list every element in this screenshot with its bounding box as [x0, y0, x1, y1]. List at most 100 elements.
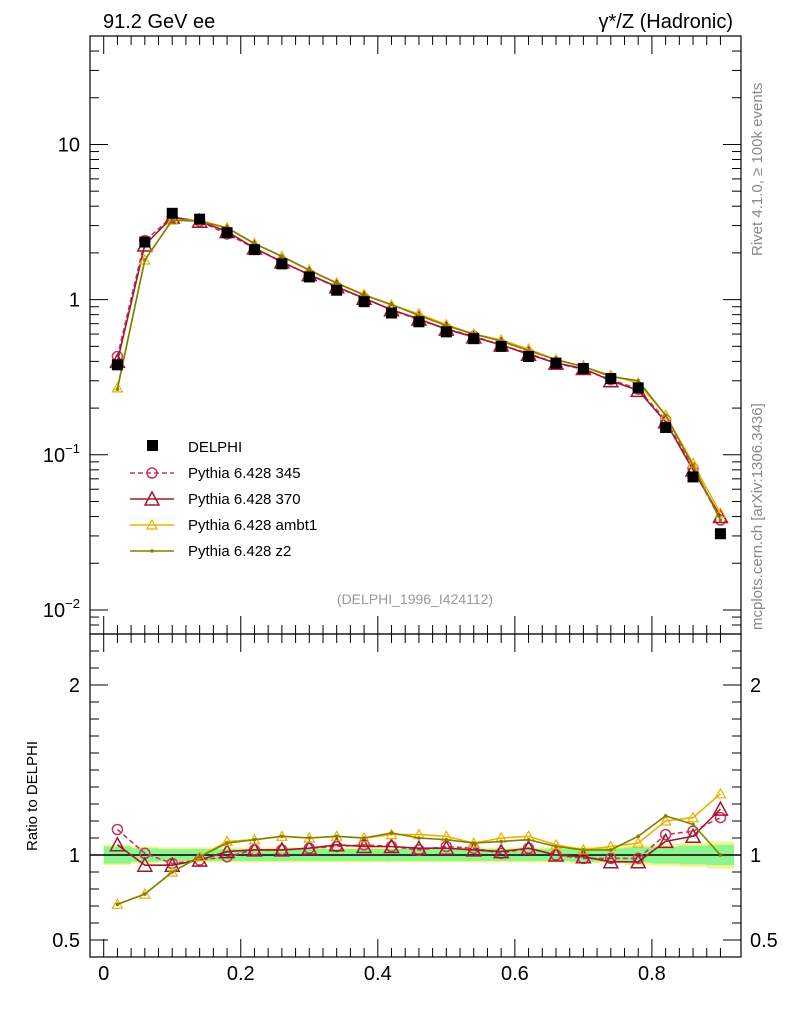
point-p370-1: [136, 856, 154, 872]
point-p370-18: [602, 853, 620, 869]
bot-ytick-label-left: 2: [69, 675, 80, 697]
point-p345-0: [111, 823, 124, 836]
point-delphi-5: [248, 244, 260, 256]
legend-marker-p370: [143, 490, 161, 506]
point-z2-15: [526, 837, 531, 842]
point-delphi-11: [413, 316, 425, 328]
point-p370-13: [465, 841, 483, 857]
point-ambt1-1: [138, 887, 151, 899]
top-ytick-label: 10: [58, 134, 80, 156]
point-z2-18: [609, 848, 613, 852]
point-delphi-7: [303, 271, 315, 283]
point-p370-3: [191, 851, 208, 867]
top-ytick-label: 10−1: [43, 441, 80, 467]
rivet-version-note: Rivet 4.1.0, ≥ 100k events: [749, 83, 766, 256]
point-z2-17: [581, 848, 586, 852]
point-delphi-10: [386, 307, 398, 319]
point-z2-0: [115, 387, 120, 391]
analysis-id: (DELPHI_1996_I424112): [337, 591, 493, 607]
axes: 10−2 10−1 1 10 0.5 0.5 1 1 2 2 0 0.2 0.4 0.6 0.8: [43, 35, 778, 985]
legend: DELPHI Pythia 6.428 345 Pythia 6.428 370…: [130, 439, 317, 560]
point-z2-3: [197, 854, 202, 859]
point-p370-14: [492, 843, 510, 859]
bot-ytick-label-left: 0.5: [52, 930, 80, 952]
point-z2-22: [718, 853, 723, 857]
point-p370-16: [547, 846, 565, 862]
top-ytick-label: 10−2: [43, 596, 80, 622]
mcplots-reference: mcplots.cern.ch [arXiv:1306.3436]: [749, 403, 766, 630]
point-p370-6: [273, 841, 291, 857]
point-delphi-1: [139, 236, 151, 248]
point-z2-4: [225, 841, 229, 845]
point-p370-7: [301, 839, 318, 855]
point-z2-7: [307, 836, 312, 840]
point-p370-17: [575, 848, 592, 864]
point-ambt1-21: [687, 811, 700, 823]
point-z2-7: [307, 268, 312, 272]
point-delphi-2: [166, 207, 178, 219]
point-ambt1-16: [549, 838, 562, 850]
channel-title: γ*/Z (Hadronic): [599, 11, 733, 33]
point-p370-8: [328, 836, 345, 852]
point-z2-10: [389, 302, 394, 307]
point-p370-10: [383, 837, 400, 854]
point-delphi-16: [550, 357, 562, 369]
point-ambt1-1: [138, 253, 151, 265]
legend-label-z2: Pythia 6.428 z2: [188, 543, 291, 560]
point-delphi-12: [440, 326, 452, 338]
point-delphi-17: [577, 362, 589, 374]
xtick-label: 0.2: [227, 963, 255, 985]
point-p370-0: [109, 836, 126, 852]
point-z2-8: [334, 834, 339, 839]
point-z2-1: [143, 892, 147, 896]
ratio-plot-frame: [89, 633, 742, 958]
bot-ytick-label-right: 0.5: [750, 930, 778, 952]
xtick-label: 0.6: [501, 963, 529, 985]
ratio-plot-series: [109, 787, 729, 909]
point-delphi-9: [358, 296, 370, 308]
point-z2-0: [115, 902, 120, 907]
point-delphi-20: [660, 421, 672, 433]
point-p370-21: [684, 827, 702, 844]
point-ambt1-22: [714, 787, 727, 799]
point-z2-9: [362, 836, 366, 840]
point-z2-6: [280, 834, 284, 839]
point-p370-15: [520, 839, 537, 855]
point-z2-13: [471, 841, 476, 845]
point-z2-2: [170, 870, 175, 874]
series-line-p345: [116, 816, 721, 865]
point-delphi-8: [331, 284, 343, 296]
point-ambt1-4: [221, 835, 234, 847]
main-plot-series: [109, 207, 729, 540]
point-delphi-6: [276, 258, 288, 270]
point-p370-4: [218, 843, 236, 859]
legend-marker-delphi: [147, 440, 158, 451]
legend-marker-ambt1: [145, 518, 159, 530]
bot-ytick-label-right: 1: [750, 845, 761, 867]
point-ambt1-20: [659, 408, 672, 420]
ratio-y-axis-label: Ratio to DELPHI: [24, 741, 41, 851]
point-delphi-15: [523, 351, 535, 363]
point-delphi-3: [194, 213, 206, 225]
point-p370-12: [438, 839, 455, 855]
point-delphi-4: [221, 227, 233, 239]
point-p370-5: [246, 841, 263, 857]
legend-marker-p345: [146, 467, 158, 479]
legend-label-ambt1: Pythia 6.428 ambt1: [188, 517, 317, 534]
xtick-label: 0.4: [364, 963, 392, 985]
point-delphi-14: [495, 340, 507, 352]
point-ambt1-22: [714, 507, 727, 518]
point-z2-11: [417, 836, 421, 840]
point-z2-16: [554, 844, 558, 849]
xtick-label: 0: [98, 963, 109, 985]
point-ambt1-0: [111, 381, 124, 393]
point-p370-19: [629, 853, 647, 869]
point-ambt1-20: [659, 814, 672, 826]
point-z2-12: [444, 837, 449, 842]
point-p370-20: [657, 832, 674, 849]
point-z2-14: [499, 839, 503, 844]
point-z2-8: [334, 281, 339, 285]
point-p370-22: [712, 800, 729, 816]
legend-marker-z2: [150, 549, 154, 553]
point-p345-20: [659, 828, 672, 841]
